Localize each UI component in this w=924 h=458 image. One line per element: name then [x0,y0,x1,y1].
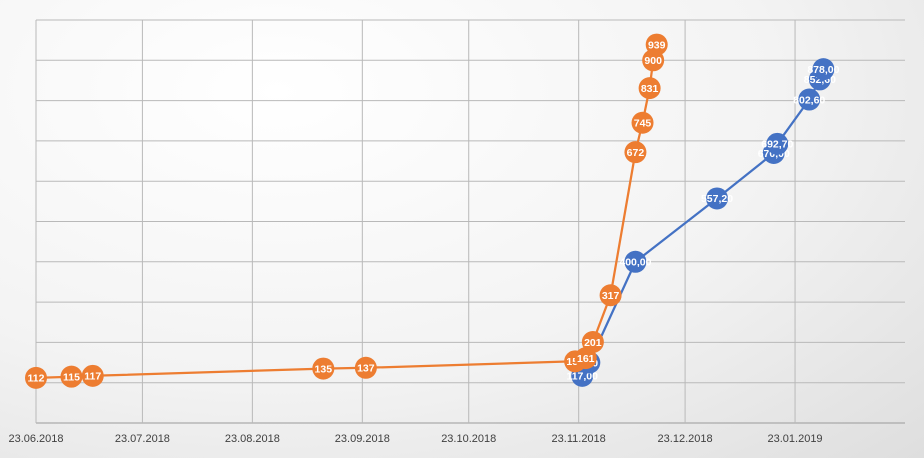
data-label: 939 [648,39,666,51]
data-point [581,330,604,353]
x-tick-label: 23.06.2018 [8,433,63,445]
data-point [624,250,647,273]
data-label: 557,20 [701,193,733,205]
series-line [581,68,825,377]
data-point [766,132,789,155]
data-label: 745 [634,118,652,130]
data-label: 672 [627,147,645,159]
data-label: 117,00 [566,371,598,383]
data-point [645,33,668,56]
data-label: 900 [644,55,662,67]
series-line [35,44,658,380]
data-label: 317 [602,290,620,302]
data-label: 115 [63,371,80,383]
data-label: 117 [84,371,101,383]
data-label: 802,60 [793,94,825,106]
data-label: 135 [315,363,333,375]
x-tick-label: 23.11.2018 [552,433,606,445]
data-point [312,357,335,380]
x-tick-label: 23.12.2018 [658,433,713,445]
data-point [631,111,654,134]
x-axis: 23.06.2018 23.07.2018 23.08.2018 23.09.2018… [8,433,822,445]
data-label: 161 [577,353,595,365]
vertical-gridlines [35,20,796,423]
data-label: 201 [584,337,602,349]
data-label: 831 [641,83,659,95]
horizontal-gridlines [36,19,905,424]
data-point [60,365,83,388]
x-tick-label: 23.07.2018 [115,433,170,445]
data-point [25,366,47,389]
data-label: 878,00 [807,64,839,76]
data-point [638,77,661,100]
data-point [624,141,647,164]
data-label: 137 [357,363,375,375]
data-label: 692,70 [761,139,793,151]
data-point [81,364,104,387]
x-tick-label: 23.01.2019 [768,433,823,445]
data-point [706,187,729,210]
data-point [354,356,377,379]
series-layer: 117,00150400,00557,20670,00692,70802,608… [25,33,840,389]
data-point [798,88,821,111]
data-label: 112 [28,373,45,385]
x-tick-label: 23.10.2018 [441,433,496,445]
x-tick-label: 23.08.2018 [225,433,280,445]
data-point [812,58,835,81]
data-label: 400,00 [619,257,651,269]
series-1: 117,00150400,00557,20670,00692,70802,608… [566,58,840,387]
x-tick-label: 23.09.2018 [335,433,390,445]
data-point [599,284,622,307]
